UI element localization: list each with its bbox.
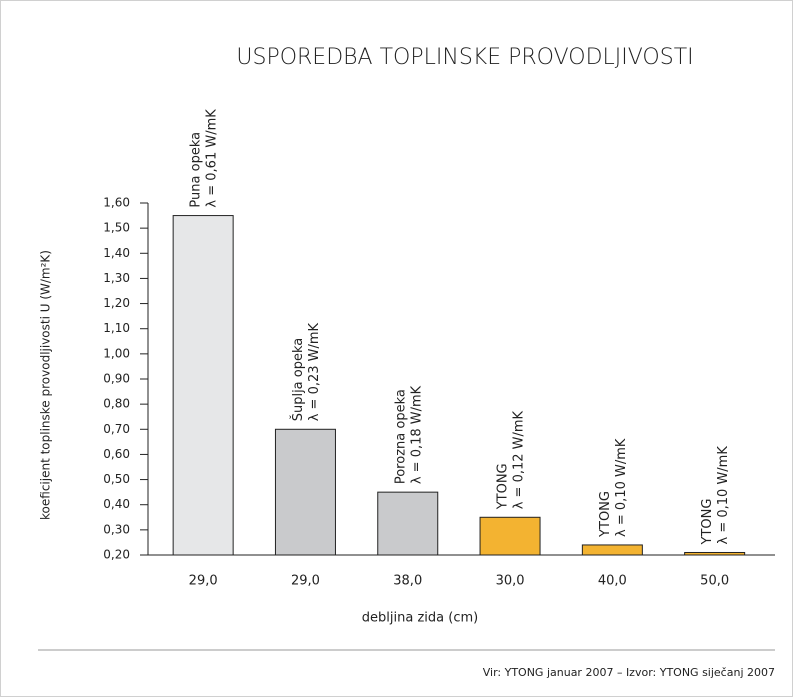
bar-label: YTONG bbox=[496, 463, 511, 510]
bar-label: λ = 0,18 W/mK bbox=[409, 385, 424, 484]
bar-label: Šuplja opeka bbox=[290, 338, 306, 422]
bar-label: YTONG bbox=[700, 499, 715, 546]
bar-label: λ = 0,23 W/mK bbox=[307, 322, 322, 421]
x-tick-label: 50,0 bbox=[700, 574, 729, 589]
x-tick-label: 40,0 bbox=[598, 574, 627, 589]
bar-label: Porozna opeka bbox=[393, 389, 408, 484]
bar bbox=[377, 491, 439, 556]
y-tick-label: 1,40 bbox=[103, 246, 130, 260]
y-tick-label: 1,50 bbox=[103, 221, 130, 235]
y-tick-label: 0,90 bbox=[103, 372, 130, 386]
y-tick-label: 1,60 bbox=[103, 196, 130, 210]
y-tick-label: 0,60 bbox=[103, 447, 130, 461]
y-axis-label: koeficijent toplinske provodljivosti U (… bbox=[39, 250, 53, 520]
bar bbox=[581, 544, 643, 556]
bar-label: YTONG bbox=[598, 491, 613, 538]
bar-label: λ = 0,12 W/mK bbox=[512, 410, 527, 509]
x-tick-label: 29,0 bbox=[189, 574, 218, 589]
bar bbox=[274, 428, 336, 556]
y-tick-label: 0,30 bbox=[103, 522, 130, 536]
y-tick-label: 1,20 bbox=[103, 296, 130, 310]
y-tick-label: 1,00 bbox=[103, 346, 130, 360]
source: Vir: YTONG januar 2007 – Izvor: YTONG si… bbox=[483, 666, 775, 679]
y-tick-label: 0,80 bbox=[103, 397, 130, 411]
x-tick-label: 38,0 bbox=[393, 574, 422, 589]
bar-label: λ = 0,10 W/mK bbox=[614, 438, 629, 537]
bar bbox=[684, 551, 746, 556]
bar-label: λ = 0,10 W/mK bbox=[716, 446, 731, 545]
bar-label: Puna opeka bbox=[189, 132, 204, 208]
y-tick-label: 1,30 bbox=[103, 271, 130, 285]
y-tick-label: 0,50 bbox=[103, 472, 130, 486]
x-tick-label: 30,0 bbox=[496, 574, 525, 589]
x-tick-label: 29,0 bbox=[291, 574, 320, 589]
y-tick-label: 1,10 bbox=[103, 321, 130, 335]
bar bbox=[479, 516, 541, 556]
y-tick-label: 0,40 bbox=[103, 497, 130, 511]
x-axis-label: debljina zida (cm) bbox=[362, 611, 478, 626]
chart-title: USPOREDBA TOPLINSKE PROVODLJIVOSTI bbox=[236, 45, 693, 70]
bar-label: λ = 0,61 W/mK bbox=[205, 109, 220, 208]
bar bbox=[172, 215, 234, 556]
y-tick-label: 0,70 bbox=[103, 422, 130, 436]
y-tick-label: 0,20 bbox=[103, 548, 130, 562]
